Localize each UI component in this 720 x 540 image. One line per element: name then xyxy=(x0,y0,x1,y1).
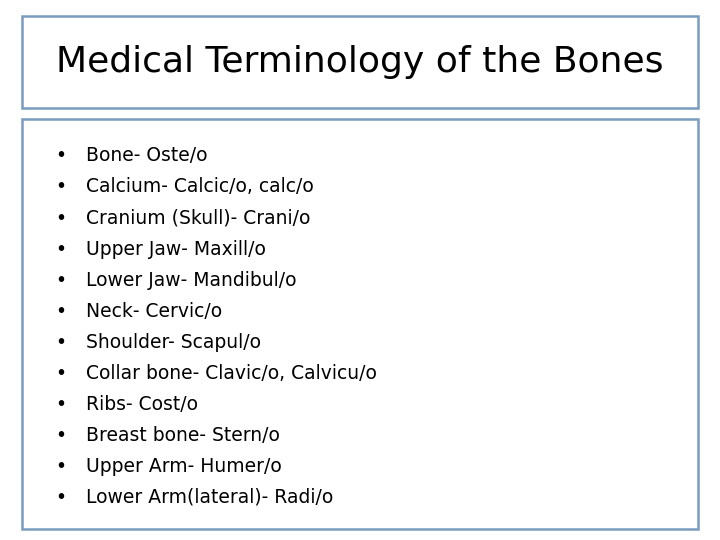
Text: Bone- Oste/o: Bone- Oste/o xyxy=(86,146,208,165)
Text: •: • xyxy=(55,457,67,476)
Text: •: • xyxy=(55,426,67,445)
Text: Shoulder- Scapul/o: Shoulder- Scapul/o xyxy=(86,333,261,352)
FancyBboxPatch shape xyxy=(22,16,698,108)
Text: Medical Terminology of the Bones: Medical Terminology of the Bones xyxy=(56,45,664,79)
Text: Collar bone- Clavic/o, Calvicu/o: Collar bone- Clavic/o, Calvicu/o xyxy=(86,364,377,383)
Text: Ribs- Cost/o: Ribs- Cost/o xyxy=(86,395,199,414)
Text: •: • xyxy=(55,240,67,259)
Text: Upper Jaw- Maxill/o: Upper Jaw- Maxill/o xyxy=(86,240,266,259)
Text: •: • xyxy=(55,395,67,414)
Text: Neck- Cervic/o: Neck- Cervic/o xyxy=(86,302,222,321)
Text: Cranium (Skull)- Crani/o: Cranium (Skull)- Crani/o xyxy=(86,208,311,227)
Text: Lower Arm(lateral)- Radi/o: Lower Arm(lateral)- Radi/o xyxy=(86,488,333,507)
Text: •: • xyxy=(55,271,67,289)
Text: •: • xyxy=(55,208,67,227)
Text: •: • xyxy=(55,302,67,321)
Text: •: • xyxy=(55,364,67,383)
Text: •: • xyxy=(55,146,67,165)
Text: Lower Jaw- Mandibul/o: Lower Jaw- Mandibul/o xyxy=(86,271,297,289)
Text: Upper Arm- Humer/o: Upper Arm- Humer/o xyxy=(86,457,282,476)
Text: Calcium- Calcic/o, calc/o: Calcium- Calcic/o, calc/o xyxy=(86,178,314,197)
Text: •: • xyxy=(55,333,67,352)
FancyBboxPatch shape xyxy=(22,119,698,529)
Text: •: • xyxy=(55,488,67,507)
Text: Breast bone- Stern/o: Breast bone- Stern/o xyxy=(86,426,280,445)
Text: •: • xyxy=(55,178,67,197)
